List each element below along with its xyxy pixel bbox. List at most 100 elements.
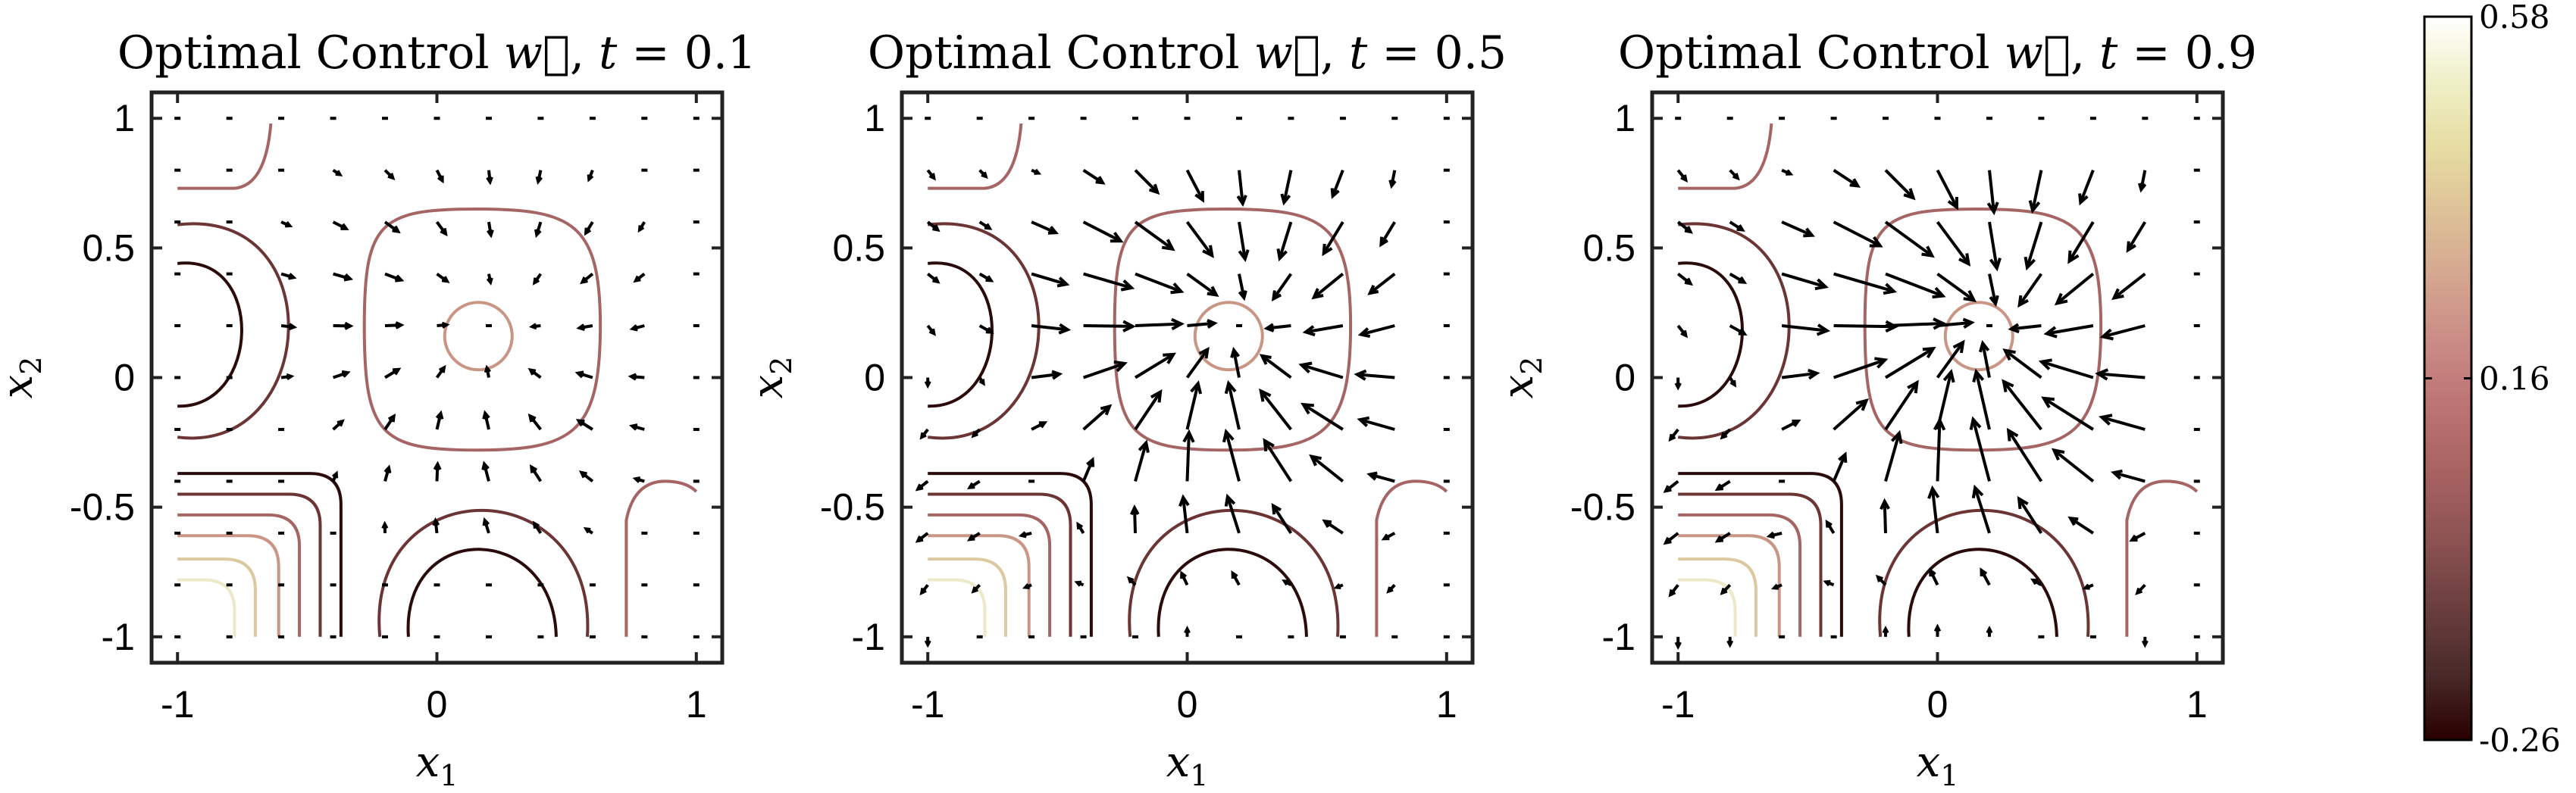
quiver-arrow [1663, 479, 1679, 493]
quiver-arrow [2008, 323, 2042, 334]
quiver-arrow [578, 470, 594, 482]
y-tick-label: 0.5 [1582, 226, 1635, 269]
x-tick-label: 1 [1436, 683, 1457, 726]
quiver-arrow [333, 321, 354, 330]
quiver-arrow [1134, 169, 1160, 195]
quiver-arrow [1031, 323, 1072, 335]
quiver-arrow [629, 324, 645, 332]
quiver-arrow [435, 410, 444, 430]
quiver-arrow [1978, 339, 1991, 378]
quiver-arrow [1729, 376, 1737, 388]
x-tick-label: -1 [911, 683, 944, 726]
quiver-arrow [1884, 220, 1935, 258]
quiver-arrow [484, 364, 491, 378]
quiver-arrow [1018, 531, 1032, 539]
quiver-arrow [332, 220, 349, 230]
quiver-arrow [384, 272, 405, 283]
quiver-arrow [1330, 169, 1344, 199]
quiver-arrow [1301, 402, 1344, 431]
quiver-arrow [383, 367, 402, 379]
quiver-arrow [1833, 169, 1861, 188]
quiver-arrow [1770, 583, 1783, 590]
quiver-arrow [332, 169, 343, 176]
quiver-arrow [1022, 583, 1032, 589]
quiver-arrow [481, 461, 490, 482]
quiver-arrow [1980, 567, 1991, 586]
quiver-arrow [1884, 169, 1916, 201]
quiver-arrow [1936, 272, 1977, 302]
contour-line [1157, 548, 1308, 637]
quiver-arrow [926, 273, 941, 284]
quiver-arrow [1224, 493, 1241, 534]
quiver-arrow [1333, 583, 1344, 589]
quiver-arrow [576, 323, 593, 332]
x-axis-label: x1 [1917, 738, 1959, 792]
quiver-arrow [1031, 220, 1060, 235]
quiver-arrow [331, 470, 339, 482]
quiver-arrow [1676, 273, 1693, 286]
quiver-arrow [1986, 625, 1993, 637]
quiver-arrow [632, 476, 645, 483]
quiver-arrow [1271, 273, 1293, 301]
quiver-arrow [435, 220, 448, 237]
quiver-arrow [1134, 352, 1177, 379]
contour-line [1863, 207, 2103, 452]
quiver-arrow [1357, 324, 1395, 339]
y-axis-label: x2 [0, 357, 48, 399]
contour-line [1193, 301, 1264, 372]
quiver-arrow [1781, 420, 1801, 431]
quiver-arrow [1322, 221, 1344, 257]
quiver-arrow [1927, 485, 1940, 534]
quiver-arrow [1263, 323, 1291, 332]
quiver-arrow [1668, 584, 1679, 598]
quiver-arrow [482, 410, 490, 430]
quiver-arrow [1081, 457, 1095, 482]
quiver-arrow [1936, 369, 1955, 430]
quiver-arrow [1187, 319, 1218, 329]
quiver-arrow [574, 370, 593, 379]
quiver-arrow [978, 169, 988, 180]
quiver-arrow [2017, 273, 2043, 308]
quiver-arrow [1083, 272, 1135, 292]
quiver-arrow [2002, 379, 2042, 431]
contour-line [1678, 472, 1843, 637]
quiver-arrow [1766, 531, 1783, 539]
quiver-arrow [629, 423, 645, 431]
quiver-arrow [528, 323, 541, 330]
quiver-arrow [2082, 583, 2094, 590]
quiver-arrow [587, 169, 594, 183]
quiver-arrow [280, 323, 298, 331]
contour-line [177, 513, 302, 637]
contour-line [2125, 479, 2199, 637]
quiver-arrow [919, 584, 929, 596]
quiver-arrow [1833, 398, 1869, 431]
quiver-arrow [1729, 220, 1745, 232]
quiver-arrow [2006, 427, 2043, 482]
quiver-arrow [1366, 471, 1395, 483]
contour-line [928, 557, 1007, 637]
y-tick-label: -0.5 [70, 486, 135, 529]
quiver-arrow [529, 464, 543, 482]
quiver-arrow [1185, 220, 1214, 258]
y-tick-label: 0 [864, 357, 885, 399]
quiver-arrow [926, 324, 937, 336]
y-axis-label: x2 [743, 357, 798, 399]
chart-title: Optimal Control w⃗, t = 0.1 [117, 27, 756, 80]
quiver-arrow [1135, 272, 1185, 295]
y-tick-label: 1 [114, 97, 135, 139]
quiver-arrow [1271, 503, 1293, 534]
quiver-arrow [1884, 346, 1936, 379]
quiver-arrow [1184, 626, 1191, 637]
panel-2: -1 0 1 -1 -0.5 0 0.5 1 Optimal Control w⃗, t = 0… [743, 27, 1507, 792]
quiver-arrow [383, 464, 392, 482]
quiver-arrow [435, 364, 446, 379]
quiver-arrow [280, 373, 295, 381]
quiver-arrow [915, 532, 929, 543]
quiver-arrow [1082, 404, 1113, 431]
quiver-arrow [1129, 504, 1140, 533]
quiver-arrow [1986, 170, 1999, 216]
y-tick-label: -0.5 [820, 486, 885, 529]
quiver-arrow [1729, 272, 1748, 284]
quiver-arrow [2111, 469, 2146, 483]
contour-line [1678, 513, 1802, 637]
